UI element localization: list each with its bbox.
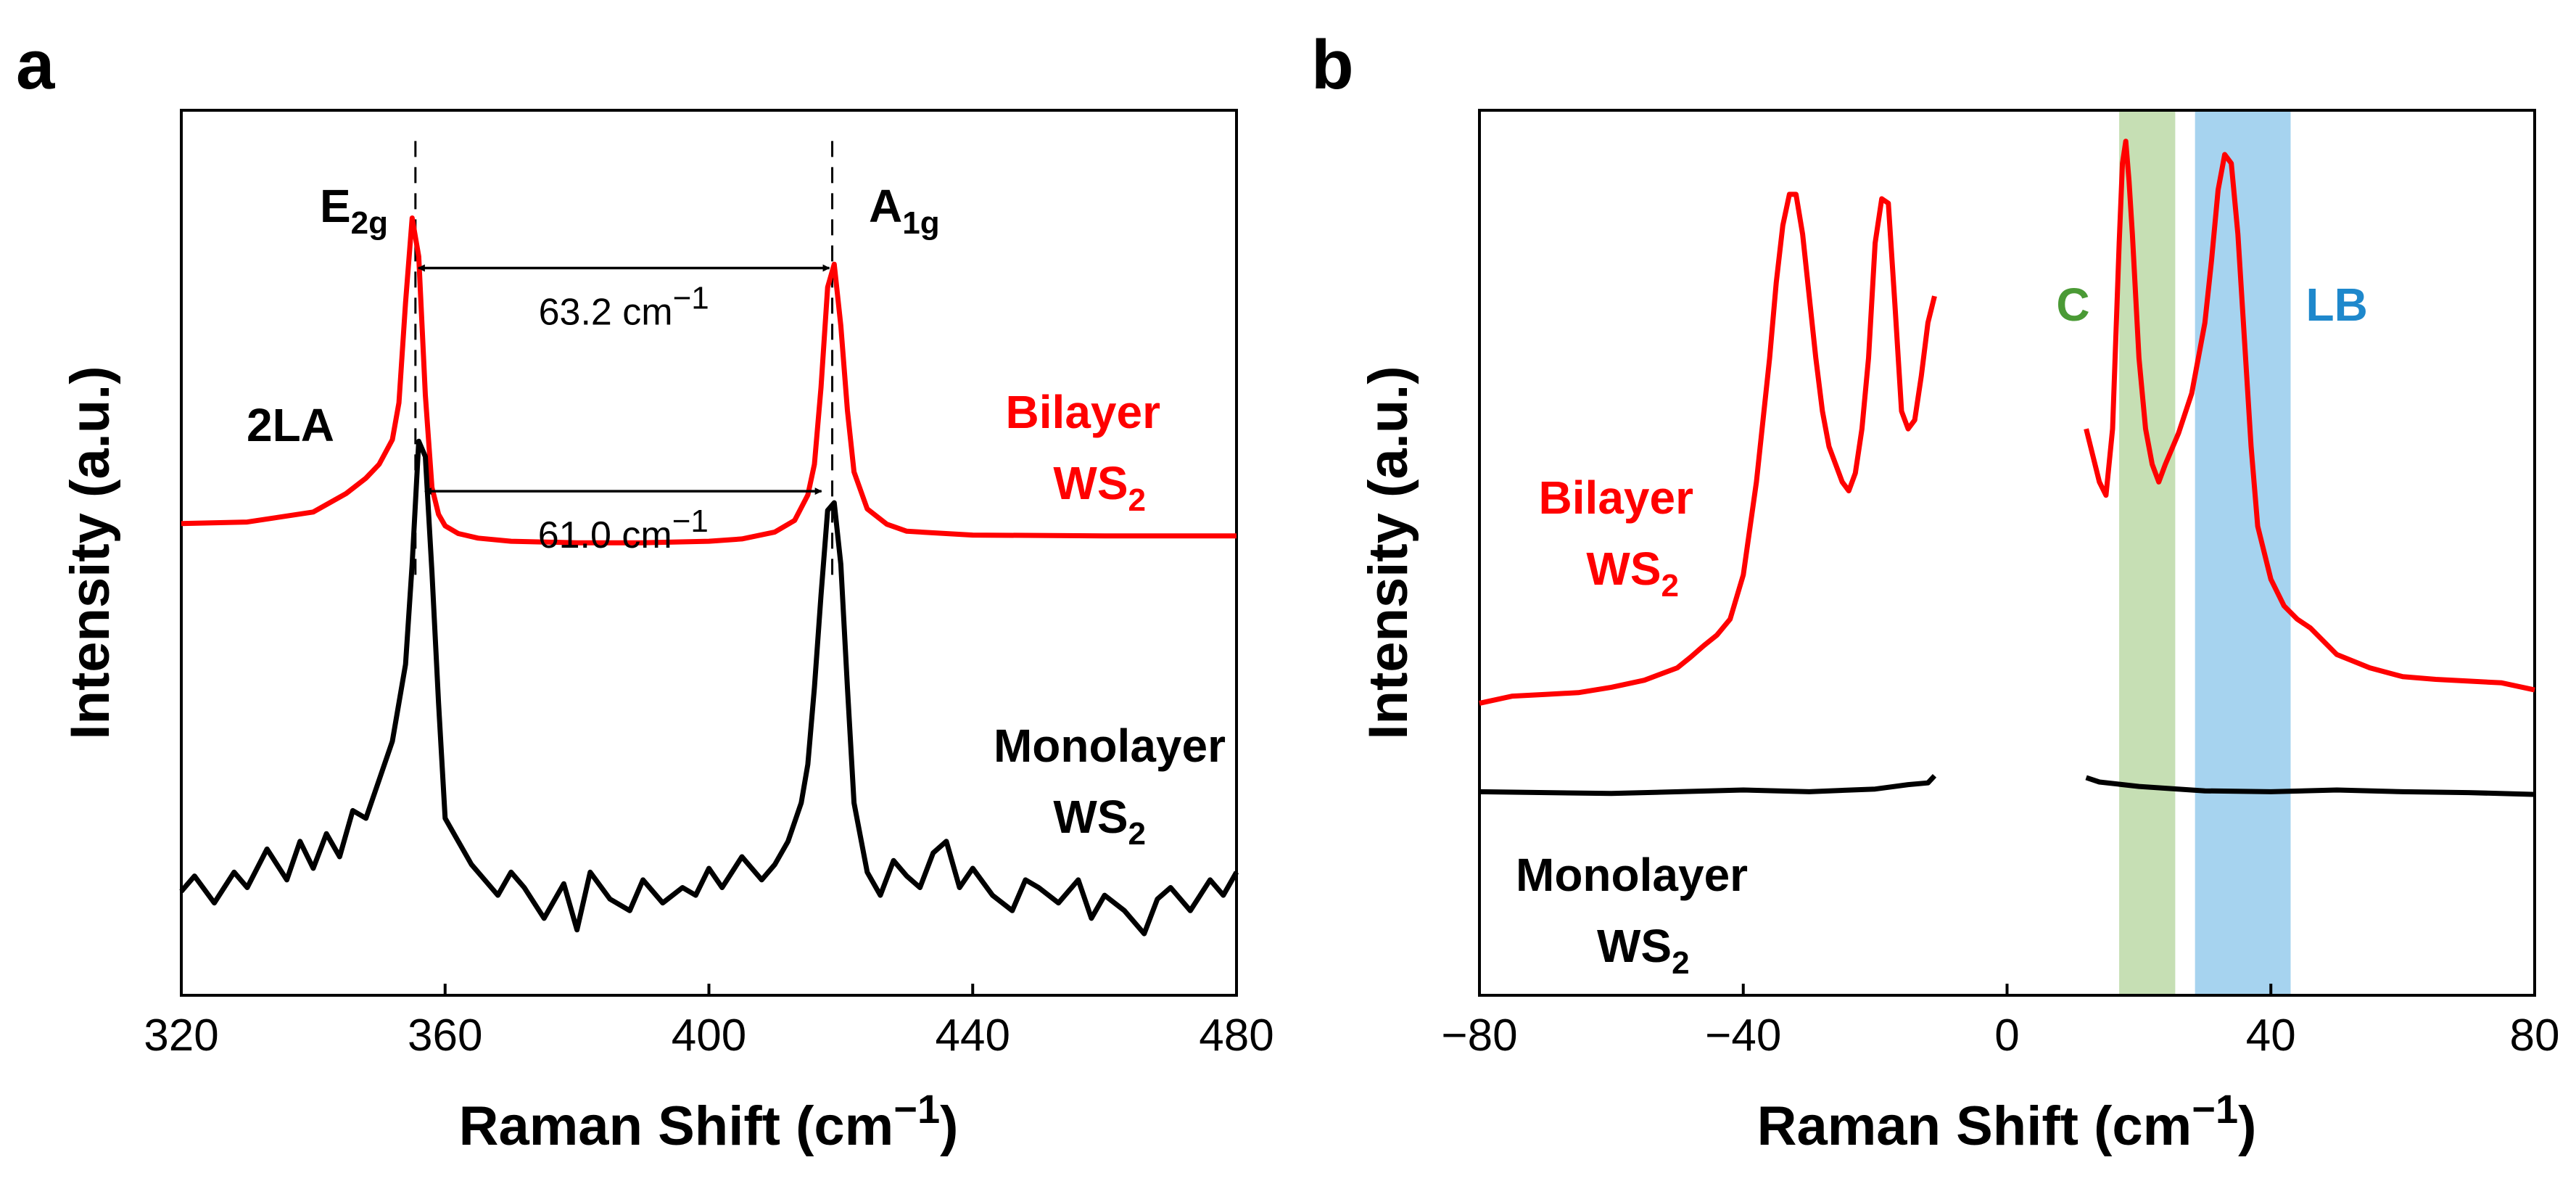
a1g-peak-label: A1g [869, 180, 940, 241]
panel-b-monolayer-line [1479, 774, 2535, 797]
c-mode-band [2119, 110, 2176, 995]
panel-a-bilayer-line [181, 215, 1237, 546]
panel-a: a 320 360 400 440 480 63.2 cm−1 61.0 cm−1 E2… [16, 26, 1274, 1157]
panel-a-separation-arrows [417, 264, 830, 495]
panel-b-bilayer-line [1479, 139, 2535, 706]
b-bilayer-label-line1: Bilayer [1539, 472, 1693, 524]
b-monolayer-label-line2: WS2 [1597, 920, 1690, 981]
panel-a-y-axis-title: Intensity (a.u.) [59, 366, 121, 739]
panel-b-letter: b [1311, 26, 1354, 104]
monolayer-label-line2: WS2 [1053, 791, 1146, 852]
lb-mode-label: LB [2306, 279, 2368, 331]
panel-a-bilayer-legend: Bilayer WS2 [1006, 386, 1160, 518]
panel-a-monolayer-line [179, 438, 1239, 937]
panel-a-monolayer-legend: Monolayer WS2 [994, 720, 1226, 852]
panel-a-x-tick-label: 440 [936, 1011, 1010, 1061]
panel-b-x-tick-label: −40 [1705, 1011, 1781, 1061]
panel-a-dashed-lines [414, 141, 834, 576]
panel-b-x-ticks: −80 −40 0 40 80 [1441, 984, 2559, 1061]
panel-a-letter: a [16, 26, 55, 104]
panel-a-x-ticks: 320 360 400 440 480 [144, 984, 1274, 1061]
panel-b-monolayer-legend: Monolayer WS2 [1516, 849, 1748, 981]
b-bilayer-label-line2: WS2 [1586, 543, 1679, 604]
panel-a-x-tick-label: 360 [408, 1011, 482, 1061]
2la-shoulder-label: 2LA [247, 399, 334, 451]
bilayer-label-line2: WS2 [1053, 457, 1146, 518]
panel-a-x-axis-title: Raman Shift (cm−1) [459, 1086, 959, 1157]
bilayer-separation-label: 63.2 cm−1 [539, 280, 709, 333]
panel-a-x-tick-label: 400 [672, 1011, 746, 1061]
bilayer-label-line1: Bilayer [1006, 386, 1160, 438]
c-mode-label: C [2056, 279, 2089, 331]
lb-mode-band [2195, 110, 2291, 995]
panel-b-x-axis-title: Raman Shift (cm−1) [1757, 1086, 2257, 1157]
b-monolayer-label-line1: Monolayer [1516, 849, 1748, 901]
panel-a-plot-frame [180, 109, 1238, 997]
panel-b-x-tick-label: 40 [2246, 1011, 2296, 1061]
monolayer-label-line1: Monolayer [994, 720, 1226, 772]
e2g-peak-label: E2g [320, 180, 388, 241]
panel-b-x-tick-label: −80 [1441, 1011, 1517, 1061]
panel-b-bilayer-legend: Bilayer WS2 [1539, 472, 1693, 604]
panel-a-x-tick-label: 320 [144, 1011, 218, 1061]
monolayer-separation-label: 61.0 cm−1 [538, 503, 709, 556]
panel-b-x-tick-label: 80 [2510, 1011, 2560, 1061]
panel-b-x-tick-label: 0 [1994, 1011, 2019, 1061]
panel-b: b −80 −40 0 40 80 C LB Bilayer WS2 Monolayer… [1311, 26, 2559, 1157]
panel-b-y-axis-title: Intensity (a.u.) [1358, 366, 1419, 739]
panel-a-x-tick-label: 480 [1199, 1011, 1273, 1061]
